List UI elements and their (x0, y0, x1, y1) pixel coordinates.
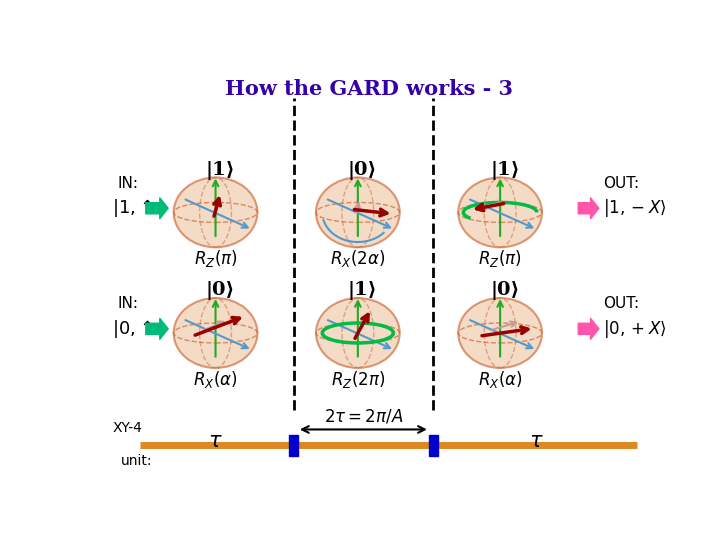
Text: |0⟩: |0⟩ (348, 161, 377, 180)
Text: $\tau$: $\tau$ (529, 431, 544, 450)
Text: OUT:: OUT: (603, 176, 639, 191)
Text: XY-4: XY-4 (112, 421, 142, 435)
Text: $R_{Z}(π)$: $R_{Z}(π)$ (194, 248, 238, 269)
Text: $|1,-X\rangle$: $|1,-X\rangle$ (603, 197, 667, 219)
Ellipse shape (316, 178, 400, 247)
Ellipse shape (174, 298, 258, 368)
Text: $\tau$: $\tau$ (208, 431, 223, 450)
Text: $R_{Z}(π)$: $R_{Z}(π)$ (478, 248, 522, 269)
Text: |0⟩: |0⟩ (205, 281, 235, 300)
Text: |1⟩: |1⟩ (490, 161, 520, 180)
Text: $|1,\!\uparrow\rangle$: $|1,\!\uparrow\rangle$ (112, 197, 166, 219)
Text: $R_{X}(α)$: $R_{X}(α)$ (193, 369, 238, 390)
Text: $R_{Z}(2π)$: $R_{Z}(2π)$ (330, 369, 385, 390)
Ellipse shape (458, 178, 542, 247)
Text: OUT:: OUT: (603, 296, 639, 312)
Text: unit:: unit: (121, 454, 152, 468)
Bar (428, 435, 438, 456)
Ellipse shape (174, 178, 258, 247)
Text: IN:: IN: (118, 176, 139, 191)
Text: |1⟩: |1⟩ (205, 161, 235, 180)
Text: |0⟩: |0⟩ (490, 281, 519, 300)
Text: $R_{X}(2α)$: $R_{X}(2α)$ (330, 248, 385, 269)
Ellipse shape (458, 298, 542, 368)
Ellipse shape (316, 298, 400, 368)
Text: $2\tau = 2\pi/A$: $2\tau = 2\pi/A$ (324, 408, 403, 426)
Text: How the GARD works - 3: How the GARD works - 3 (225, 79, 513, 99)
Text: $|0,+X\rangle$: $|0,+X\rangle$ (603, 318, 667, 340)
Text: IN:: IN: (118, 296, 139, 312)
Text: |1⟩: |1⟩ (348, 281, 377, 300)
Text: $|0,\!\uparrow\rangle$: $|0,\!\uparrow\rangle$ (112, 318, 166, 340)
Text: $R_{X}(α)$: $R_{X}(α)$ (478, 369, 523, 390)
Bar (289, 435, 298, 456)
